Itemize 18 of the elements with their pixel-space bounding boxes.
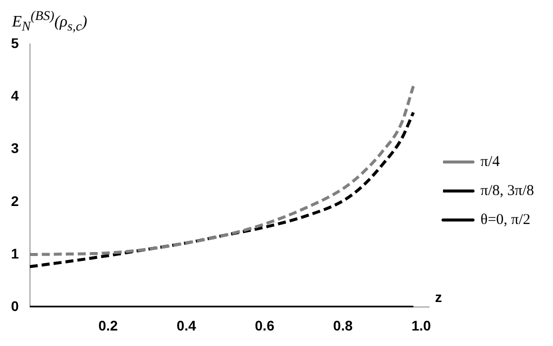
y-tick-label: 3 xyxy=(10,140,19,156)
y-tick-label: 4 xyxy=(10,88,19,104)
x-tick-label: 0.4 xyxy=(176,317,196,334)
x-tick-label: 0.8 xyxy=(333,317,353,334)
x-tick-label: 0.2 xyxy=(98,317,118,334)
y-tick-label: 2 xyxy=(10,192,19,209)
y-tick-label: 5 xyxy=(10,34,19,51)
line-series xyxy=(30,110,415,268)
legend-label: θ=0, π/2 xyxy=(480,212,530,228)
legend-label: π/8, 3π/8 xyxy=(480,182,534,199)
y-tick-label: 1 xyxy=(10,245,19,262)
legend-label: π/4 xyxy=(480,154,500,170)
y-axis-title: E$_{N}$$^{(BS)}$(ρ$_{s,c}$) xyxy=(12,8,88,35)
x-tick-label: 1.0 xyxy=(411,317,432,334)
y-tick-label: 0 xyxy=(10,298,19,314)
line-series xyxy=(30,84,415,256)
x-tick-label: 0.6 xyxy=(254,317,275,334)
x-axis-title: z xyxy=(435,289,442,306)
